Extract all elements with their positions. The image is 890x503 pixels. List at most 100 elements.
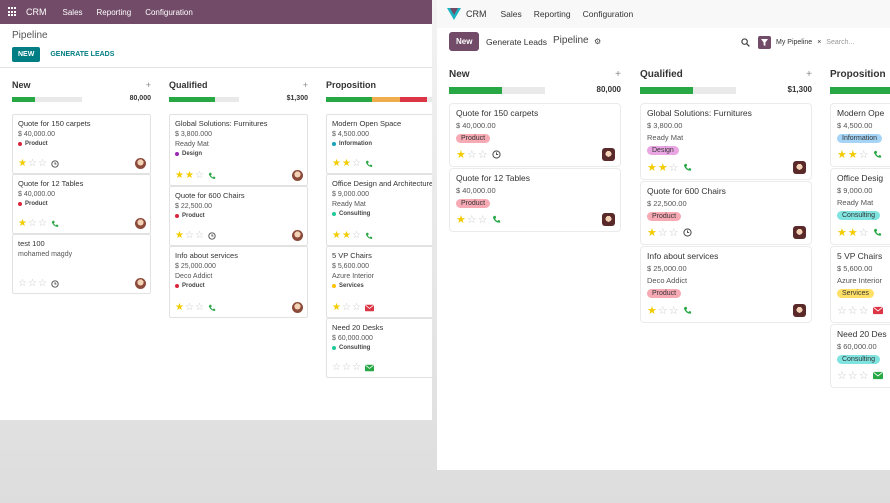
filter-icon[interactable]: [758, 35, 771, 49]
priority-star-icon[interactable]: ☆: [18, 278, 27, 289]
priority-star-icon[interactable]: ★: [184, 170, 194, 181]
priority-star-icon[interactable]: ★: [647, 227, 657, 239]
priority-star-icon[interactable]: ☆: [858, 370, 869, 382]
priority-star-icon[interactable]: ☆: [668, 227, 679, 239]
avatar[interactable]: [135, 278, 146, 289]
add-column-card-icon[interactable]: +: [615, 69, 621, 80]
avatar[interactable]: [135, 218, 146, 229]
priority-star-icon[interactable]: ★: [647, 305, 657, 317]
column-progress-bar[interactable]: [169, 97, 239, 102]
priority-star-icon[interactable]: ☆: [657, 227, 668, 239]
priority-star-icon[interactable]: ☆: [847, 370, 858, 382]
lead-card[interactable]: Quote for 600 Chairs $ 22,500.00 Product ★ ☆…: [169, 186, 308, 246]
phone-icon[interactable]: [208, 304, 216, 312]
priority-star-icon[interactable]: ★: [847, 149, 858, 161]
email-icon[interactable]: [364, 364, 374, 372]
clock-icon[interactable]: [208, 231, 216, 240]
menu-sales[interactable]: Sales: [62, 7, 83, 17]
priority-star-icon[interactable]: ★: [456, 149, 466, 161]
add-column-card-icon[interactable]: +: [806, 69, 812, 80]
lead-card[interactable]: Global Solutions: Furnitures $ 3,800.000 R…: [169, 114, 308, 186]
priority-star-icon[interactable]: ☆: [332, 362, 341, 373]
add-column-card-icon[interactable]: +: [145, 80, 151, 90]
email-icon[interactable]: [872, 371, 883, 380]
lead-card[interactable]: Quote for 600 Chairs $ 22,500.00 Product ★ ☆…: [640, 181, 812, 245]
priority-star-icon[interactable]: ☆: [351, 362, 361, 373]
avatar[interactable]: [292, 302, 303, 313]
app-name[interactable]: CRM: [466, 9, 487, 19]
priority-star-icon[interactable]: ★: [332, 302, 341, 313]
phone-icon[interactable]: [873, 150, 882, 159]
menu-reporting[interactable]: Reporting: [96, 7, 132, 17]
priority-star-icon[interactable]: ★: [837, 227, 847, 239]
phone-icon[interactable]: [492, 215, 501, 224]
lead-card[interactable]: Quote for 150 carpets $ 40,000.00 Product ★…: [449, 103, 621, 167]
crm-logo-icon[interactable]: [447, 8, 461, 20]
lead-card[interactable]: Quote for 150 carpets $ 40,000.00 Product ★…: [12, 114, 151, 174]
lead-card[interactable]: Quote for 12 Tables $ 40,000.00 Product ★ ☆ ☆: [449, 168, 621, 232]
lead-card[interactable]: Office Design and Architecture $ 9,000.00…: [326, 174, 432, 246]
priority-star-icon[interactable]: ☆: [27, 278, 37, 289]
priority-star-icon[interactable]: ☆: [27, 158, 37, 169]
phone-icon[interactable]: [51, 220, 59, 228]
avatar[interactable]: [602, 213, 615, 226]
new-button[interactable]: New: [449, 32, 480, 51]
lead-card[interactable]: Modern Ope $ 4,500.00 Information ★ ★ ☆: [830, 103, 890, 167]
column-progress-bar[interactable]: [326, 97, 432, 102]
avatar[interactable]: [602, 148, 615, 161]
app-name[interactable]: CRM: [26, 7, 47, 17]
priority-star-icon[interactable]: ★: [18, 158, 27, 169]
priority-star-icon[interactable]: ☆: [668, 162, 679, 174]
generate-leads-button[interactable]: Generate Leads: [486, 37, 547, 47]
priority-star-icon[interactable]: ☆: [184, 230, 194, 241]
menu-configuration[interactable]: Configuration: [145, 7, 193, 17]
priority-star-icon[interactable]: ☆: [341, 302, 351, 313]
search-input[interactable]: Search...: [826, 38, 855, 46]
priority-star-icon[interactable]: ★: [175, 170, 184, 181]
priority-star-icon[interactable]: ☆: [194, 170, 204, 181]
priority-star-icon[interactable]: ☆: [477, 214, 488, 226]
apps-grid-icon[interactable]: [8, 7, 18, 17]
clock-icon[interactable]: [682, 228, 692, 237]
menu-configuration[interactable]: Configuration: [582, 9, 634, 19]
priority-star-icon[interactable]: ★: [341, 158, 351, 169]
menu-sales[interactable]: Sales: [500, 9, 522, 19]
priority-star-icon[interactable]: ★: [332, 158, 341, 169]
priority-star-icon[interactable]: ☆: [351, 158, 361, 169]
priority-star-icon[interactable]: ★: [332, 230, 341, 241]
phone-icon[interactable]: [365, 232, 373, 240]
priority-star-icon[interactable]: ☆: [858, 149, 869, 161]
lead-card[interactable]: test 100 mohamed magdy ☆ ☆ ☆: [12, 234, 151, 294]
clock-icon[interactable]: [51, 279, 59, 288]
column-progress-bar[interactable]: [12, 97, 82, 102]
lead-card[interactable]: Info about services $ 25,000.00 Deco Addic…: [640, 246, 812, 323]
priority-star-icon[interactable]: ☆: [847, 305, 858, 317]
priority-star-icon[interactable]: ☆: [37, 218, 47, 229]
column-progress-bar[interactable]: [640, 87, 736, 94]
phone-icon[interactable]: [365, 160, 373, 168]
priority-star-icon[interactable]: ★: [657, 162, 668, 174]
priority-star-icon[interactable]: ☆: [858, 305, 869, 317]
avatar[interactable]: [793, 226, 806, 239]
priority-star-icon[interactable]: ☆: [184, 302, 194, 313]
column-progress-bar[interactable]: [830, 87, 890, 94]
priority-star-icon[interactable]: ★: [175, 230, 184, 241]
priority-star-icon[interactable]: ☆: [194, 230, 204, 241]
priority-star-icon[interactable]: ★: [175, 302, 184, 313]
priority-star-icon[interactable]: ☆: [27, 218, 37, 229]
search-icon[interactable]: [741, 37, 750, 47]
gear-icon[interactable]: ⚙: [594, 37, 602, 46]
priority-star-icon[interactable]: ☆: [657, 305, 668, 317]
column-progress-bar[interactable]: [449, 87, 545, 94]
priority-star-icon[interactable]: ☆: [341, 362, 351, 373]
avatar[interactable]: [135, 158, 146, 169]
priority-star-icon[interactable]: ☆: [477, 149, 488, 161]
phone-icon[interactable]: [873, 228, 882, 237]
priority-star-icon[interactable]: ★: [456, 214, 466, 226]
clock-icon[interactable]: [51, 159, 59, 168]
lead-card[interactable]: Modern Open Space $ 4,500.000 Information ★…: [326, 114, 432, 174]
priority-star-icon[interactable]: ★: [837, 149, 847, 161]
new-button[interactable]: NEW: [12, 47, 41, 62]
priority-star-icon[interactable]: ☆: [37, 278, 47, 289]
lead-card[interactable]: Global Solutions: Furnitures $ 3,800.00 Re…: [640, 103, 812, 180]
